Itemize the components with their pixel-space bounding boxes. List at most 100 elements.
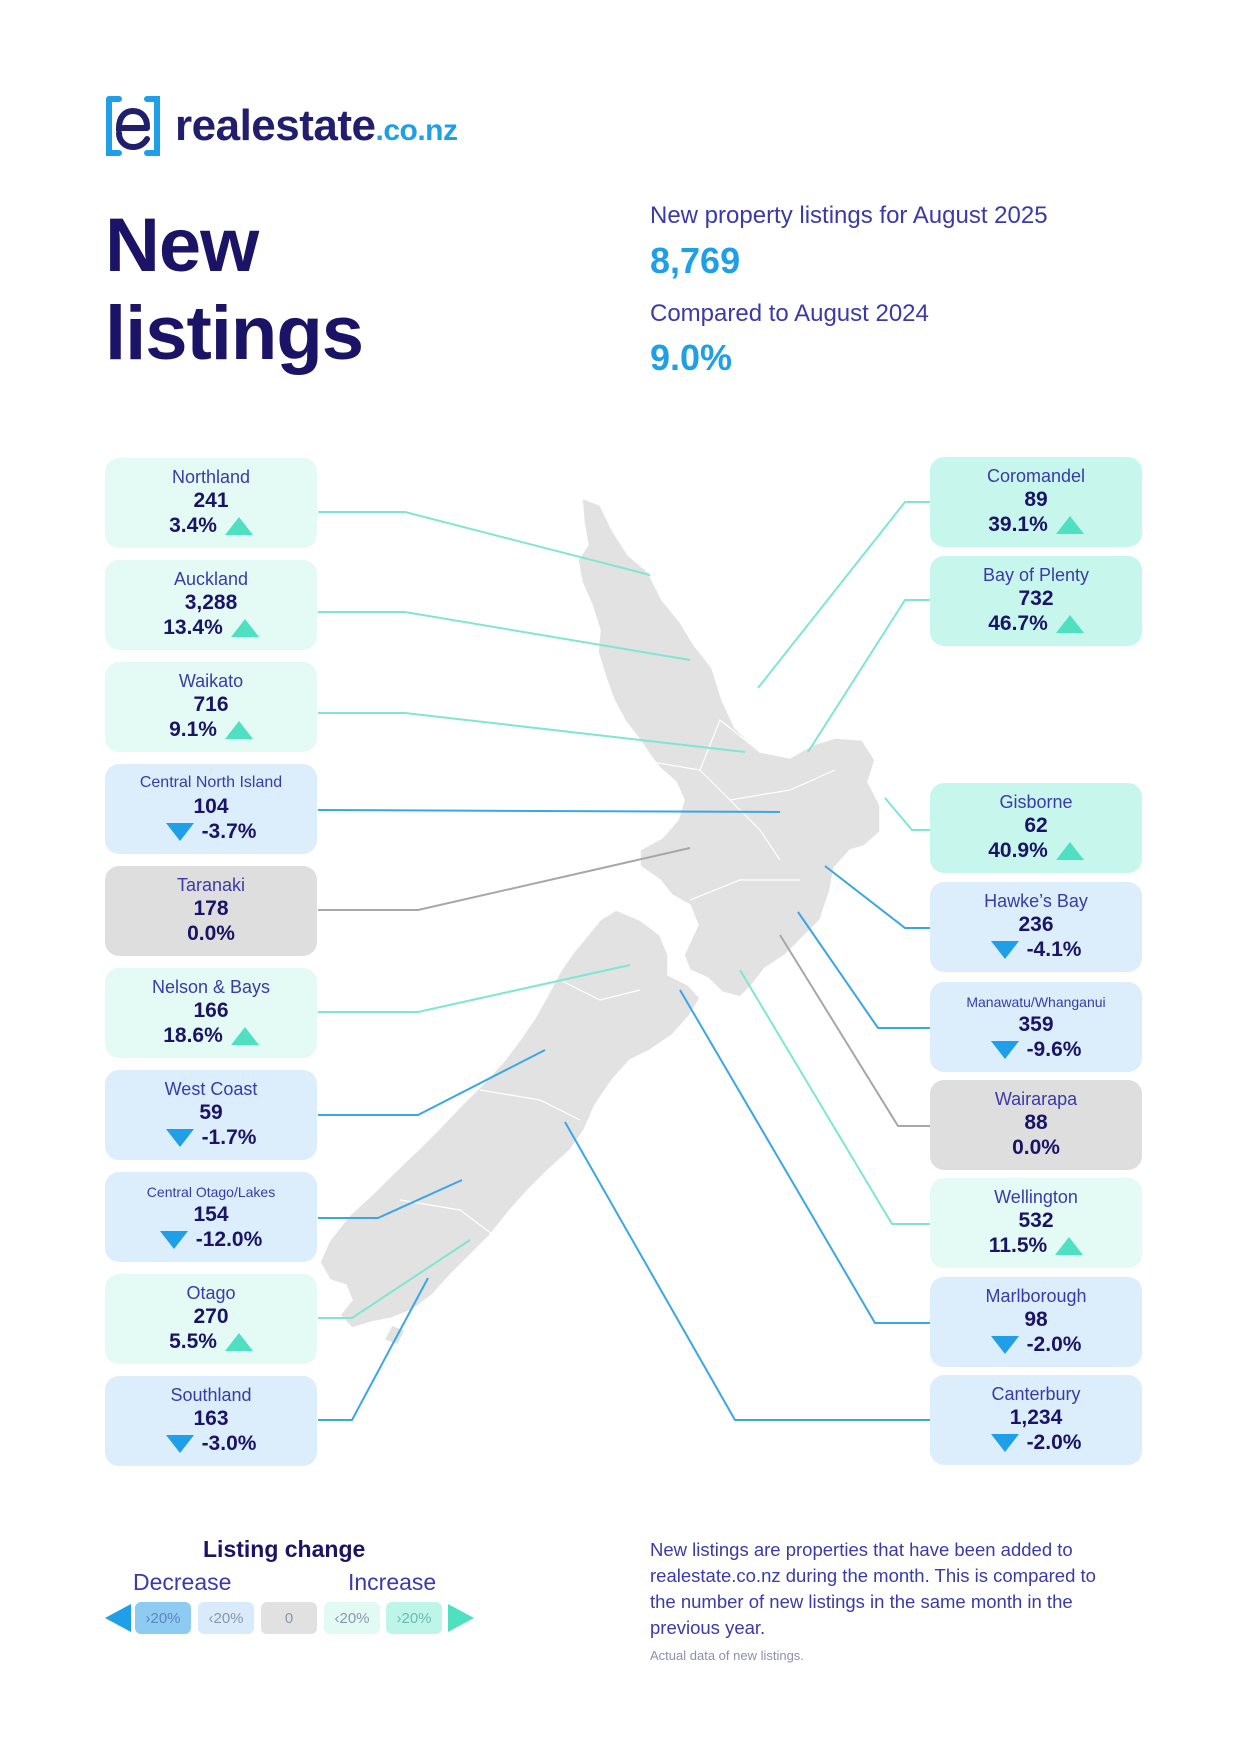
region-change: 3.4% [169, 514, 217, 537]
region-change: 0.0% [1012, 1136, 1060, 1159]
legend-box-large-increase: ›20% [386, 1602, 442, 1634]
region-change: 0.0% [187, 922, 235, 945]
region-name: Waikato [178, 671, 244, 691]
leader-northland [318, 511, 651, 576]
decrease-arrow-icon [159, 1230, 188, 1249]
region-value: 163 [193, 1407, 229, 1430]
north-island-shape [577, 496, 881, 998]
region-card-bay-of-plenty: Bay of Plenty 732 46.7% [930, 556, 1142, 646]
legend-box-large-decrease: ›20% [135, 1602, 191, 1634]
increase-arrow-icon [224, 720, 253, 739]
region-change: -3.0% [201, 1432, 257, 1455]
summary-listings-value: 8,769 [650, 240, 741, 281]
increase-arrow-icon [1055, 515, 1084, 534]
leader-marlborough [679, 989, 930, 1324]
legend-increase-label: Increase [348, 1569, 437, 1595]
region-change: 5.5% [169, 1330, 217, 1353]
region-value: 154 [193, 1203, 229, 1226]
region-name: Coromandel [986, 466, 1086, 486]
region-card-waikato: Waikato 716 9.1% [105, 662, 317, 752]
legend-box-small-increase: ‹20% [324, 1602, 380, 1634]
region-name: Gisborne [999, 792, 1073, 812]
south-island-shape [319, 909, 701, 1346]
region-value: 104 [193, 795, 229, 818]
leader-manawatu [797, 911, 930, 1029]
increase-arrow-icon [230, 1026, 259, 1045]
region-name: Otago [186, 1283, 236, 1303]
legend-title: Listing change [203, 1536, 366, 1562]
footnote-text: New listings are properties that have be… [650, 1539, 1096, 1638]
region-card-canterbury: Canterbury 1,234 -2.0% [930, 1375, 1142, 1465]
leader-canterbury [564, 1121, 930, 1421]
region-value: 716 [193, 693, 229, 716]
region-name: Manawatu/Whanganui [966, 994, 1106, 1010]
logo-wordmark: realestate.co.nz [175, 101, 458, 150]
region-value: 236 [1018, 913, 1054, 936]
leader-hawkes-bay [824, 865, 930, 929]
summary-compare-label: Compared to August 2024 [650, 300, 929, 327]
leader-gisborne [884, 797, 930, 831]
region-change: -4.1% [1026, 938, 1082, 961]
region-name: Canterbury [991, 1384, 1081, 1404]
leader-southland [318, 1277, 429, 1421]
region-card-auckland: Auckland 3,288 13.4% [105, 560, 317, 650]
region-card-southland: Southland 163 -3.0% [105, 1376, 317, 1466]
leader-nelson [318, 964, 631, 1013]
page-title: New listings [105, 203, 364, 376]
leader-auckland [318, 611, 691, 661]
leader-central-north-island [317, 809, 781, 813]
region-name: Central Otago/Lakes [146, 1184, 276, 1200]
leader-wairarapa [779, 934, 930, 1127]
region-card-hawkes-bay: Hawke’s Bay 236 -4.1% [930, 882, 1142, 972]
leader-coromandel [757, 501, 930, 689]
region-change: -2.0% [1026, 1333, 1082, 1356]
region-name: West Coast [164, 1079, 258, 1099]
brand-logo: realestate.co.nz [103, 95, 458, 157]
region-borders [399, 719, 836, 1241]
decrease-arrow-icon [105, 1604, 131, 1632]
region-name: Southland [170, 1385, 252, 1405]
increase-arrow-icon [224, 516, 253, 535]
region-value: 270 [193, 1305, 229, 1328]
decrease-arrow-icon [990, 940, 1019, 959]
region-card-gisborne: Gisborne 62 40.9% [930, 783, 1142, 873]
decrease-arrow-icon [990, 1433, 1019, 1452]
realestate-logo-icon [106, 96, 160, 156]
increase-arrow-icon [1055, 841, 1084, 860]
region-name: Taranaki [176, 875, 246, 895]
region-change: 46.7% [988, 612, 1048, 635]
increase-arrow-icon [224, 1332, 253, 1351]
region-card-marlborough: Marlborough 98 -2.0% [930, 1277, 1142, 1367]
region-name: Hawke’s Bay [984, 891, 1088, 911]
region-value: 88 [1024, 1111, 1048, 1134]
region-change: 9.1% [169, 718, 217, 741]
leader-wellington [739, 969, 930, 1225]
region-change: 39.1% [988, 513, 1048, 536]
leader-central-otago [318, 1179, 463, 1219]
region-name: Wairarapa [994, 1089, 1078, 1109]
region-card-northland: Northland 241 3.4% [105, 458, 317, 548]
region-name: Marlborough [985, 1286, 1087, 1306]
summary-listings-label: New property listings for August 2025 [650, 202, 1048, 229]
region-change: -3.7% [201, 820, 257, 843]
increase-arrow-icon [1055, 614, 1084, 633]
legend-box-small-decrease: ‹20% [198, 1602, 254, 1634]
decrease-arrow-icon [990, 1335, 1019, 1354]
region-change: 18.6% [163, 1024, 223, 1047]
increase-arrow-icon [230, 618, 259, 637]
increase-arrow-icon [448, 1604, 474, 1632]
region-card-coromandel: Coromandel 89 39.1% [930, 457, 1142, 547]
leader-taranaki [318, 847, 691, 911]
region-name: Central North Island [139, 774, 283, 791]
region-value: 98 [1024, 1308, 1048, 1331]
region-card-west-coast: West Coast 59 -1.7% [105, 1070, 317, 1160]
leader-lines [317, 501, 930, 1421]
region-value: 59 [199, 1101, 223, 1124]
region-name: Northland [171, 467, 251, 487]
region-change: 11.5% [988, 1234, 1048, 1257]
region-change: -9.6% [1026, 1038, 1082, 1061]
leader-waikato [318, 712, 746, 753]
legend-box-neutral: 0 [261, 1602, 317, 1634]
footnote-small: Actual data of new listings. [650, 1648, 804, 1663]
decrease-arrow-icon [165, 1434, 194, 1453]
